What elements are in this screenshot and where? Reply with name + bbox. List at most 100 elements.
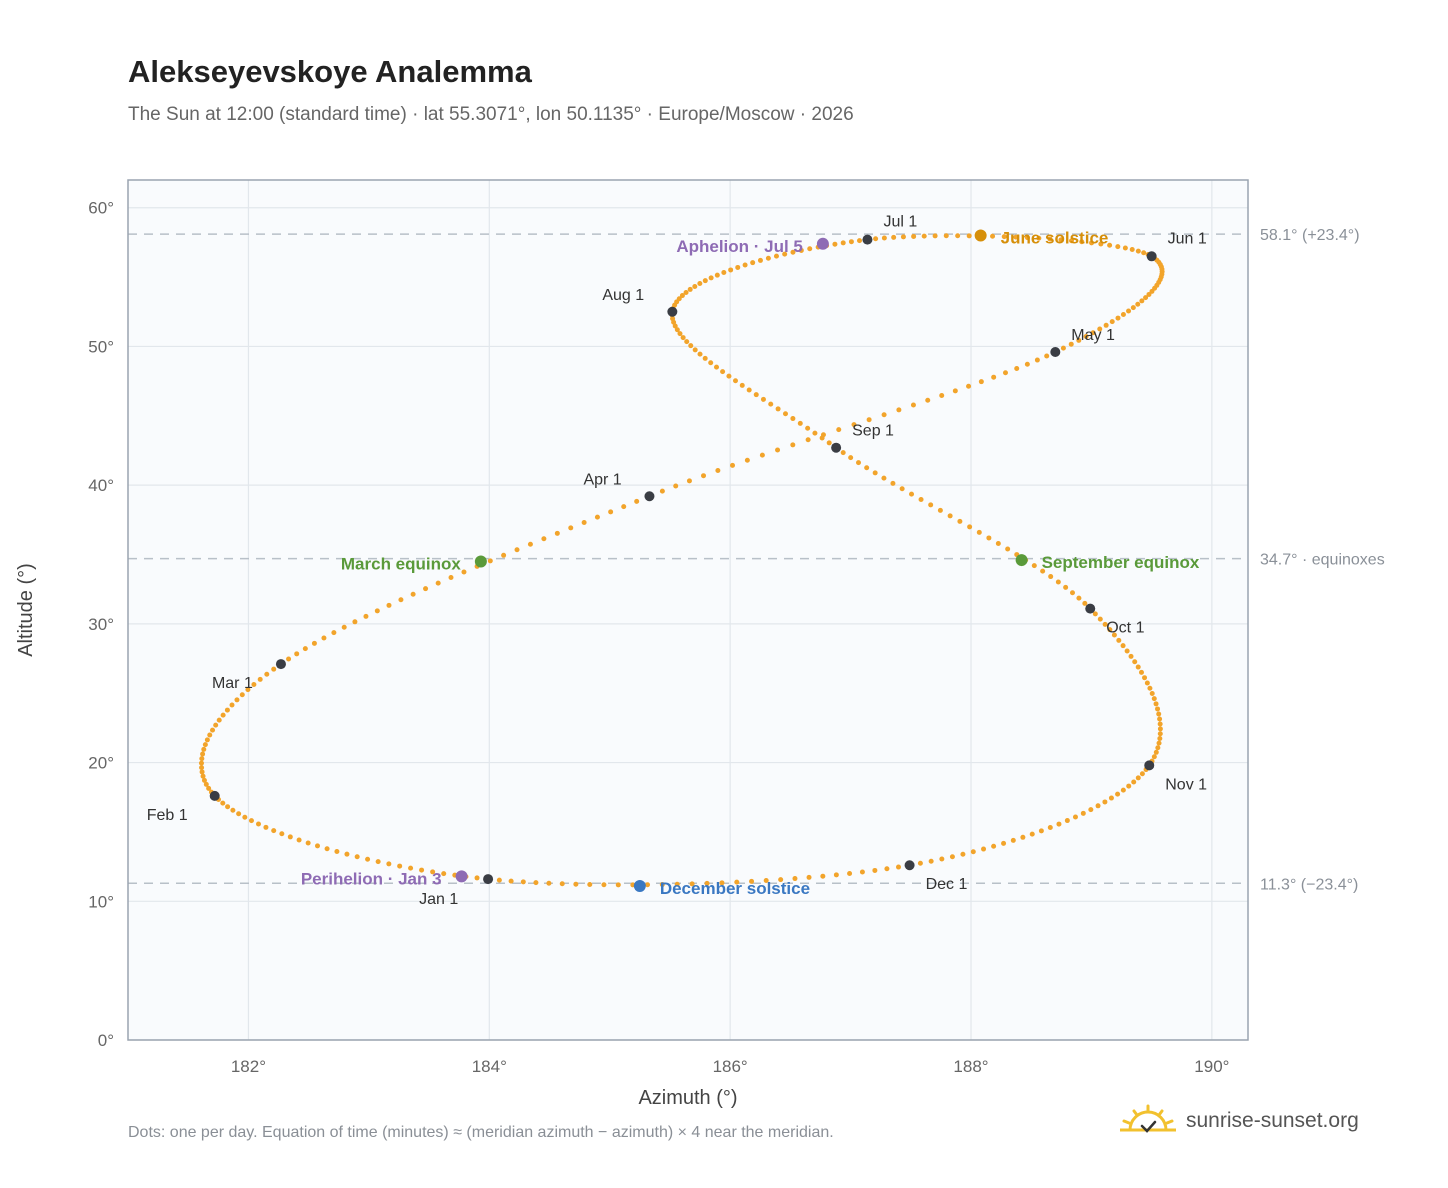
daily-dot	[1135, 301, 1141, 307]
daily-dot	[199, 756, 205, 762]
daily-dot	[739, 382, 745, 388]
daily-dot	[847, 870, 853, 876]
daily-dot	[264, 671, 270, 677]
event-marker	[1015, 554, 1028, 567]
daily-dot	[932, 233, 938, 239]
daily-dot	[1068, 341, 1074, 347]
daily-dot	[688, 343, 694, 349]
daily-dot	[1143, 295, 1149, 301]
daily-dot	[928, 502, 934, 508]
daily-dot	[255, 821, 261, 827]
daily-dot	[763, 878, 769, 884]
daily-dot	[1005, 546, 1011, 552]
month-marker	[644, 491, 655, 502]
daily-dot	[257, 676, 263, 682]
daily-dot	[1157, 721, 1163, 727]
daily-dot	[891, 234, 897, 240]
daily-dot	[686, 478, 692, 484]
daily-dot	[1138, 669, 1144, 675]
daily-dot	[775, 406, 781, 412]
daily-dot	[1157, 726, 1163, 732]
daily-dot	[1001, 234, 1007, 240]
daily-dot	[937, 507, 943, 513]
daily-dot	[859, 869, 865, 875]
daily-dot	[302, 646, 308, 652]
daily-dot	[881, 235, 887, 241]
daily-dot	[514, 547, 520, 553]
daily-dot	[321, 635, 327, 641]
daily-dot	[967, 524, 973, 530]
y-tick-label: 0°	[98, 1031, 114, 1050]
daily-dot	[1128, 653, 1134, 659]
daily-dot	[279, 831, 285, 837]
daily-dot	[344, 851, 350, 857]
daily-dot	[840, 450, 846, 456]
daily-dot	[1115, 791, 1121, 797]
daily-dot	[1097, 326, 1103, 332]
daily-dot	[1115, 315, 1121, 321]
daily-dot	[1153, 701, 1159, 707]
event-label: March equinox	[341, 554, 462, 573]
daily-dot	[925, 397, 931, 403]
brand[interactable]: sunrise-sunset.org	[1120, 1104, 1359, 1138]
month-marker	[1144, 760, 1155, 771]
daily-dot	[952, 388, 958, 394]
brand-name[interactable]: sunrise-sunset.org	[1186, 1109, 1359, 1132]
daily-dot	[314, 843, 320, 849]
daily-dot	[220, 712, 226, 718]
y-tick-label: 40°	[88, 476, 114, 495]
daily-dot	[204, 737, 210, 743]
daily-dot	[398, 597, 404, 603]
daily-dot	[239, 692, 245, 698]
daily-dot	[1069, 238, 1075, 244]
daily-dot	[1111, 632, 1117, 638]
daily-dot	[753, 392, 759, 398]
daily-dot	[559, 881, 565, 887]
daily-dot	[1092, 611, 1098, 617]
daily-dot	[697, 281, 703, 287]
daily-dot	[797, 420, 803, 426]
daily-dot	[960, 851, 966, 857]
x-tick-label: 188°	[953, 1057, 988, 1076]
daily-dot	[966, 383, 972, 389]
reference-label: 11.3° (−23.4°)	[1260, 876, 1358, 893]
daily-dot	[419, 867, 425, 873]
daily-dot	[645, 882, 651, 888]
month-label: Dec 1	[926, 876, 968, 893]
daily-dot	[1102, 621, 1108, 627]
daily-dot	[397, 863, 403, 869]
daily-dot	[702, 355, 708, 361]
daily-dot	[1103, 322, 1109, 328]
daily-dot	[615, 882, 621, 888]
daily-dot	[991, 843, 997, 849]
daily-dot	[1120, 787, 1126, 793]
daily-dot	[621, 504, 627, 510]
daily-dot	[1135, 775, 1141, 781]
daily-dot	[782, 411, 788, 417]
daily-dot	[720, 369, 726, 375]
daily-dot	[1120, 312, 1126, 318]
daily-dot	[991, 374, 997, 380]
daily-dot	[199, 765, 205, 771]
daily-dot	[1048, 574, 1054, 580]
daily-dot	[872, 470, 878, 476]
x-tick-label: 184°	[472, 1057, 507, 1076]
daily-dot	[1089, 240, 1095, 246]
daily-dot	[805, 425, 811, 431]
daily-dot	[271, 828, 277, 834]
daily-dot	[296, 837, 302, 843]
month-marker	[904, 860, 915, 871]
daily-dot	[708, 360, 714, 366]
daily-dot	[895, 864, 901, 870]
daily-dot	[1014, 365, 1020, 371]
daily-dot	[1055, 579, 1061, 585]
daily-dot	[659, 488, 665, 494]
daily-dot	[1024, 235, 1030, 241]
daily-dot	[864, 465, 870, 471]
daily-dot	[1149, 690, 1155, 696]
daily-dot	[200, 773, 206, 779]
daily-dot	[441, 871, 447, 877]
daily-dot	[198, 760, 204, 766]
daily-dot	[1155, 745, 1161, 751]
daily-dot	[730, 462, 736, 468]
